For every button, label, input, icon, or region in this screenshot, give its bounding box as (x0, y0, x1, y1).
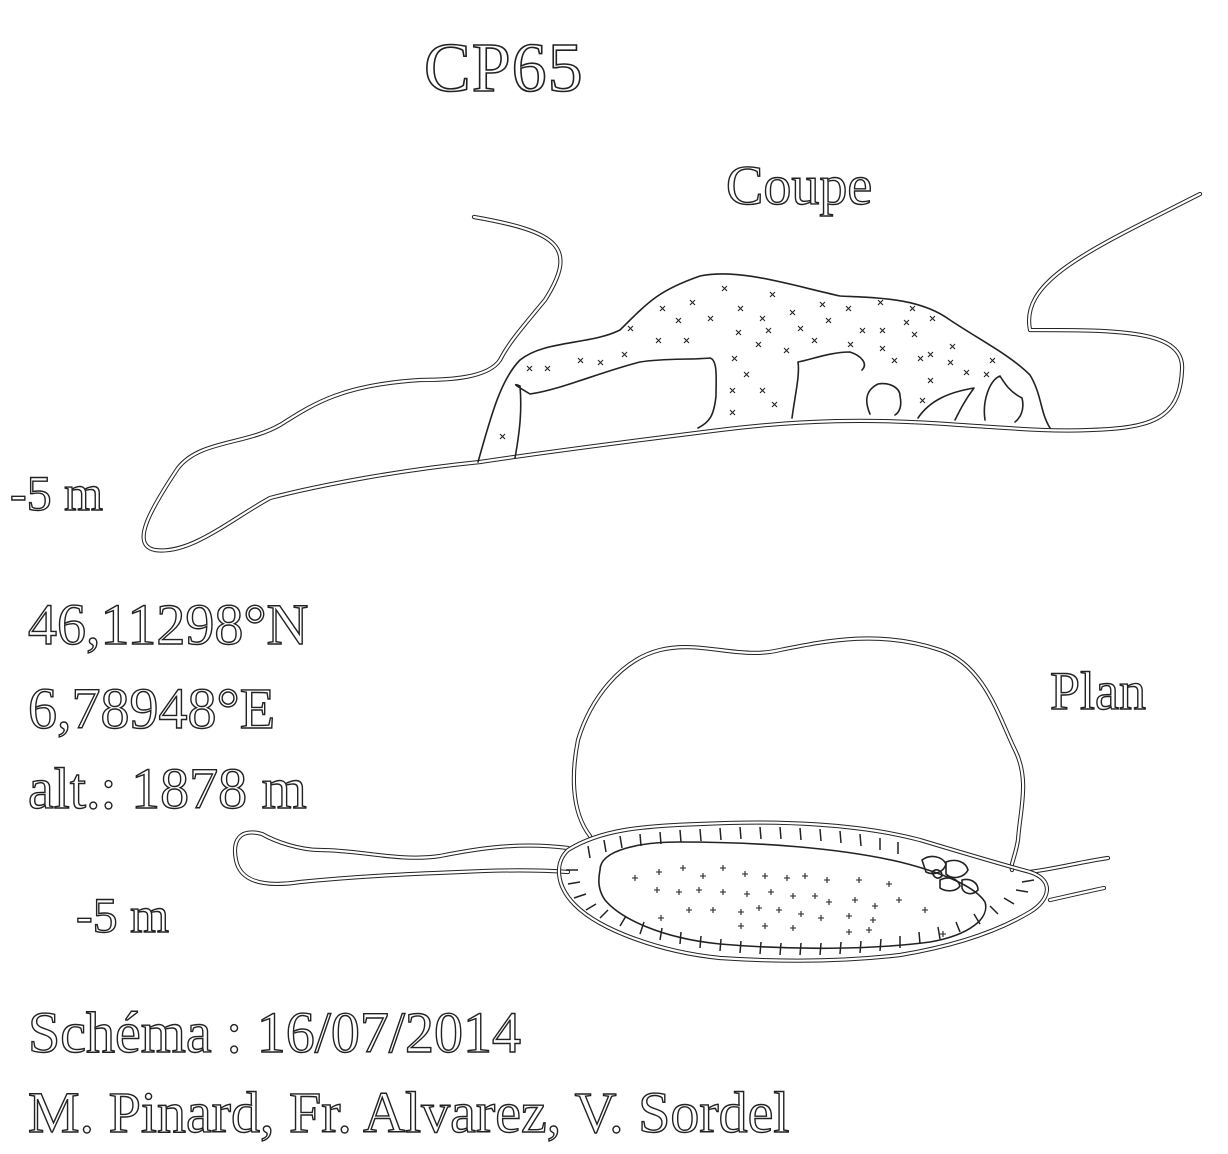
section-view-label: Coupe (725, 155, 873, 217)
longitude-text: 6,78948°E (27, 676, 276, 741)
section-depth-label: -5 m (9, 465, 104, 521)
plan-fill-marks (632, 865, 946, 937)
plan-view (232, 636, 1111, 963)
plan-depth-label: -5 m (75, 887, 170, 943)
plan-rim-hatching (566, 826, 1035, 956)
section-pillar-3 (917, 387, 975, 421)
schema-date-text: Schéma : 16/07/2014 (27, 1000, 521, 1065)
section-inner-wall (514, 357, 718, 459)
plan-chamber-rim (556, 820, 1049, 963)
plan-left-passage (232, 830, 571, 887)
plan-right-passages (1027, 855, 1111, 903)
section-ground-outline (141, 191, 1203, 553)
section-view (141, 191, 1203, 553)
survey-title: CP65 (423, 30, 584, 107)
section-pillar-2 (865, 382, 902, 416)
altitude-text: alt.: 1878 m (27, 756, 307, 821)
section-pillar-1 (791, 351, 866, 419)
plan-inner-zone (598, 841, 987, 950)
authors-text: M. Pinard, Fr. Alvarez, V. Sordel (27, 1080, 790, 1145)
plan-entrance-outline (571, 636, 1026, 873)
latitude-text: 46,11298°N (27, 592, 309, 657)
section-fill-marks (499, 285, 996, 440)
section-pillar-4 (983, 375, 1024, 423)
plan-boulders (921, 855, 979, 895)
section-chamber-outline (477, 273, 1051, 463)
plan-view-label: Plan (1049, 661, 1147, 721)
